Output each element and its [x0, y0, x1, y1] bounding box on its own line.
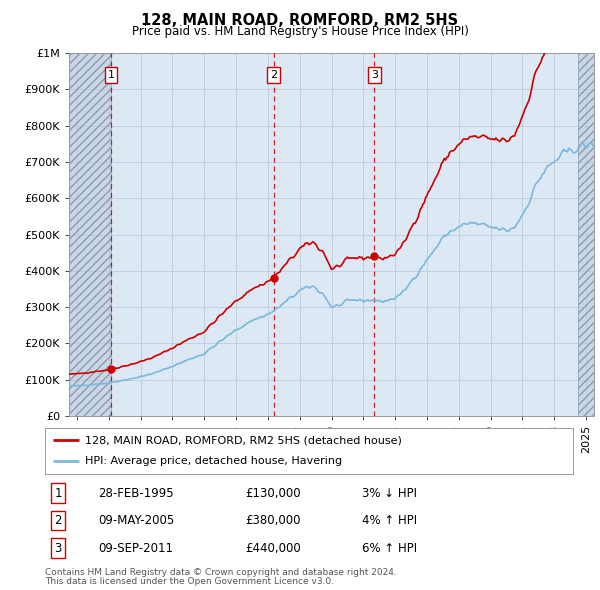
Text: 128, MAIN ROAD, ROMFORD, RM2 5HS: 128, MAIN ROAD, ROMFORD, RM2 5HS — [142, 13, 458, 28]
Bar — [69, 53, 111, 416]
Text: 4% ↑ HPI: 4% ↑ HPI — [362, 514, 417, 527]
Text: 28-FEB-1995: 28-FEB-1995 — [98, 487, 173, 500]
Text: 09-MAY-2005: 09-MAY-2005 — [98, 514, 174, 527]
Bar — [69, 53, 111, 416]
Text: This data is licensed under the Open Government Licence v3.0.: This data is licensed under the Open Gov… — [45, 577, 334, 586]
Text: Price paid vs. HM Land Registry's House Price Index (HPI): Price paid vs. HM Land Registry's House … — [131, 25, 469, 38]
Text: £130,000: £130,000 — [245, 487, 301, 500]
Text: £380,000: £380,000 — [245, 514, 301, 527]
Text: 128, MAIN ROAD, ROMFORD, RM2 5HS (detached house): 128, MAIN ROAD, ROMFORD, RM2 5HS (detach… — [85, 435, 401, 445]
Bar — [578, 53, 594, 416]
Bar — [578, 53, 594, 416]
Text: 2: 2 — [55, 514, 62, 527]
Text: 3: 3 — [55, 542, 62, 555]
Text: 3% ↓ HPI: 3% ↓ HPI — [362, 487, 417, 500]
Text: Contains HM Land Registry data © Crown copyright and database right 2024.: Contains HM Land Registry data © Crown c… — [45, 568, 397, 576]
Text: 1: 1 — [107, 70, 115, 80]
Text: 2: 2 — [270, 70, 277, 80]
Text: 09-SEP-2011: 09-SEP-2011 — [98, 542, 173, 555]
Text: £440,000: £440,000 — [245, 542, 301, 555]
Text: 3: 3 — [371, 70, 378, 80]
Text: 1: 1 — [55, 487, 62, 500]
Text: HPI: Average price, detached house, Havering: HPI: Average price, detached house, Have… — [85, 456, 342, 466]
Text: 6% ↑ HPI: 6% ↑ HPI — [362, 542, 417, 555]
